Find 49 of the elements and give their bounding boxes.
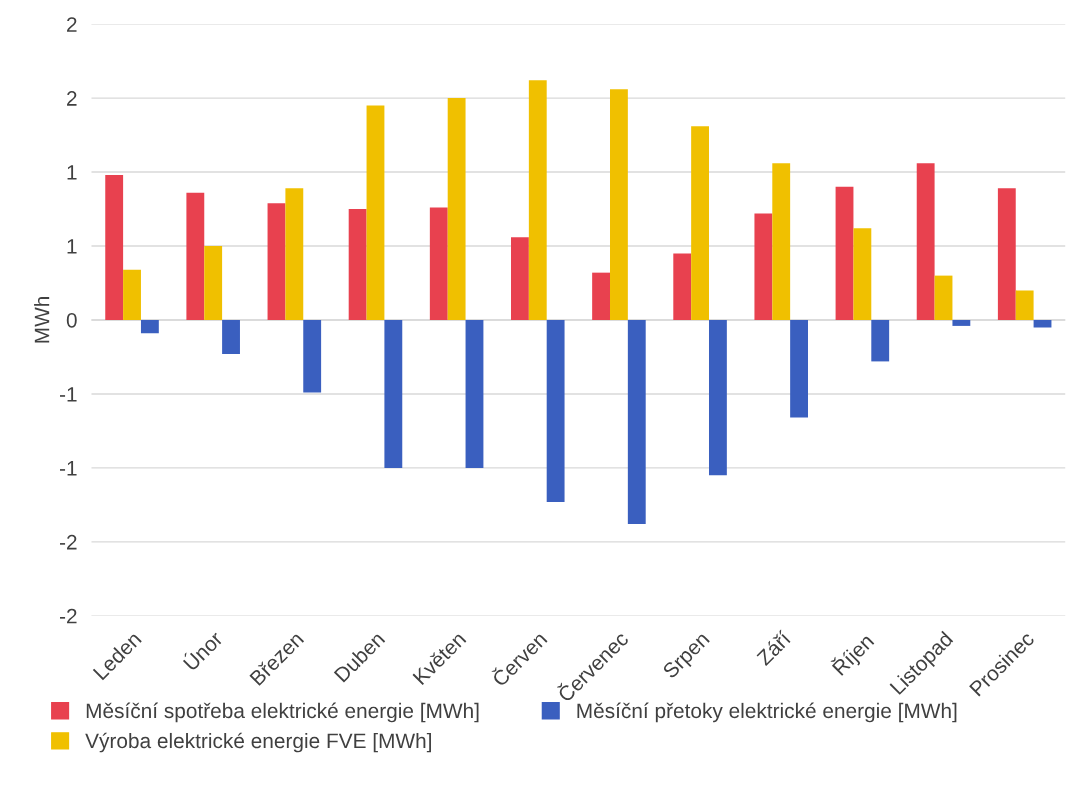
y-tick-label: 0 xyxy=(66,312,77,328)
bar xyxy=(952,319,971,326)
bar xyxy=(465,319,484,468)
y-tick-label: -2 xyxy=(59,534,77,550)
bar xyxy=(673,253,692,320)
y-tick-label: -1 xyxy=(59,461,77,476)
bar xyxy=(186,192,205,320)
bar xyxy=(140,319,159,334)
bar xyxy=(123,269,141,320)
bar xyxy=(222,319,240,355)
y-tick-label: 1 xyxy=(67,239,77,254)
bar xyxy=(871,319,890,362)
bar xyxy=(790,319,808,418)
bar xyxy=(916,163,935,320)
bar xyxy=(204,246,223,320)
bar xyxy=(934,275,953,320)
bar xyxy=(1033,319,1052,328)
y-tick-label: 2 xyxy=(67,91,77,106)
bar xyxy=(511,237,529,320)
bar xyxy=(366,105,385,320)
y-axis-title: MWh xyxy=(34,297,50,343)
bar xyxy=(528,80,547,320)
legend-label: Měsíční přetoky elektrické energie [MWh] xyxy=(577,702,957,723)
bar xyxy=(267,203,286,320)
bar xyxy=(384,319,403,468)
y-tick-label: 2 xyxy=(67,17,77,32)
y-tick-label: -1 xyxy=(59,387,77,402)
bar xyxy=(592,272,610,320)
bar xyxy=(709,319,727,476)
bar xyxy=(853,228,872,320)
bar xyxy=(546,319,565,502)
bar xyxy=(754,213,773,320)
bar xyxy=(348,209,367,320)
bar xyxy=(105,175,124,320)
bar xyxy=(447,98,466,320)
legend-label: Měsíční spotřeba elektrické energie [MWh] xyxy=(86,702,479,723)
y-tick-label: -2 xyxy=(59,608,77,624)
bar xyxy=(691,126,709,320)
bar xyxy=(610,89,628,320)
bar xyxy=(1015,290,1034,320)
bar xyxy=(627,319,646,525)
bar xyxy=(835,186,854,320)
bar xyxy=(285,188,304,320)
bar xyxy=(303,319,322,393)
y-tick-label: 1 xyxy=(67,165,77,180)
legend-label: Výroba elektrické energie FVE [MWh] xyxy=(85,732,431,753)
bar xyxy=(772,163,791,320)
bar xyxy=(997,188,1016,320)
bar xyxy=(429,207,448,320)
